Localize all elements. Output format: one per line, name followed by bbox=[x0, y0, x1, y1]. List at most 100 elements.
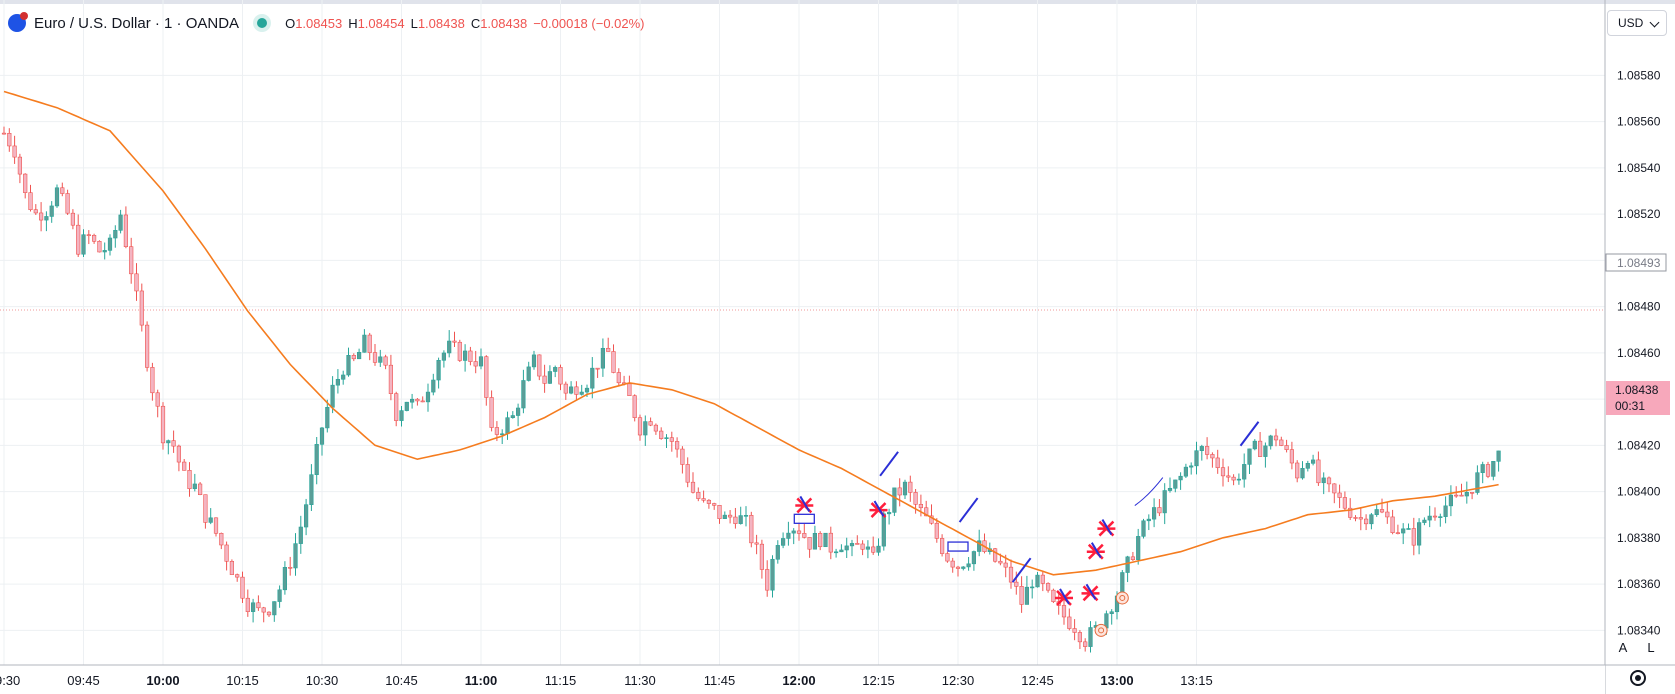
candle-body bbox=[1464, 492, 1469, 497]
candle-body bbox=[1157, 507, 1162, 514]
candle-body bbox=[107, 237, 113, 251]
log-scale-button[interactable]: L bbox=[1640, 636, 1662, 658]
candle-body bbox=[1194, 450, 1199, 467]
candle-body bbox=[1008, 566, 1014, 583]
candle-body bbox=[1258, 440, 1263, 457]
candle-body bbox=[160, 405, 166, 444]
candle-body bbox=[590, 367, 595, 389]
candle-body bbox=[977, 540, 982, 552]
candle-body bbox=[203, 494, 208, 523]
candle-body bbox=[60, 187, 65, 194]
candle-body bbox=[1247, 448, 1252, 465]
price-tick-label: 1.08400 bbox=[1617, 485, 1661, 499]
candle-body bbox=[49, 205, 54, 217]
candle-body bbox=[44, 216, 49, 221]
candle-body bbox=[1003, 562, 1008, 568]
time-tick-label: 09:30 bbox=[0, 673, 20, 688]
price-tick-label: 1.08520 bbox=[1617, 207, 1661, 221]
currency-label: USD bbox=[1618, 16, 1644, 30]
candle-body bbox=[28, 192, 33, 211]
candle-body bbox=[510, 415, 515, 418]
candle-body bbox=[1385, 511, 1390, 518]
candle-body bbox=[176, 445, 182, 463]
candle-body bbox=[812, 533, 817, 550]
curve-marker bbox=[1134, 477, 1164, 506]
candle-body bbox=[1189, 465, 1194, 468]
candles bbox=[1, 126, 1501, 653]
candle-body bbox=[261, 607, 266, 613]
countdown-text: 00:31 bbox=[1615, 399, 1645, 413]
candle-body bbox=[367, 334, 372, 353]
candle-body bbox=[1130, 556, 1135, 560]
candle-body bbox=[1019, 586, 1024, 605]
candle-body bbox=[971, 551, 976, 565]
candle-body bbox=[733, 516, 738, 524]
candle-body bbox=[420, 400, 425, 403]
candle-body bbox=[219, 532, 224, 546]
box-marker bbox=[793, 513, 815, 524]
auto-scale-button[interactable]: A bbox=[1612, 636, 1634, 658]
star-marker bbox=[1087, 543, 1104, 560]
candle-body bbox=[648, 421, 653, 426]
candle-body bbox=[372, 352, 378, 363]
time-tick-label: 11:00 bbox=[465, 673, 498, 688]
candle-body bbox=[23, 173, 28, 193]
candle-body bbox=[198, 483, 203, 495]
candle-body bbox=[7, 133, 12, 147]
candle-body bbox=[669, 437, 674, 442]
candle-body bbox=[807, 537, 812, 550]
symbol-title[interactable]: Euro / U.S. Dollar · 1 · OANDA bbox=[34, 14, 240, 32]
price-tick-label: 1.08380 bbox=[1617, 531, 1661, 545]
candle-body bbox=[70, 212, 75, 226]
currency-selector[interactable]: USD bbox=[1607, 10, 1667, 36]
candle-body bbox=[1024, 586, 1029, 605]
candle-body bbox=[129, 246, 134, 275]
candle-body bbox=[717, 505, 722, 519]
gear-icon[interactable] bbox=[1630, 670, 1646, 686]
candle-body bbox=[484, 356, 489, 398]
candle-body bbox=[1173, 479, 1178, 489]
candle-body bbox=[955, 566, 961, 569]
time-tick-label: 13:15 bbox=[1180, 673, 1213, 688]
time-axis-background bbox=[0, 665, 1605, 694]
coin-marker bbox=[1119, 594, 1126, 601]
candle-body bbox=[881, 513, 886, 547]
candle-body bbox=[447, 340, 452, 354]
candle-body bbox=[1448, 494, 1453, 507]
candle-body bbox=[1459, 494, 1464, 497]
star-marker bbox=[870, 502, 887, 518]
candle-body bbox=[1226, 475, 1231, 478]
star-marker bbox=[1085, 583, 1097, 600]
candle-body bbox=[849, 543, 855, 547]
candle-body bbox=[378, 356, 383, 363]
candle-body bbox=[356, 352, 362, 360]
candle-body bbox=[823, 532, 828, 548]
candle-body bbox=[855, 543, 860, 545]
candle-body bbox=[1321, 477, 1326, 484]
candle-body bbox=[786, 532, 791, 539]
ohlc-change: −0.00018 (−0.02%) bbox=[533, 15, 645, 31]
candle-body bbox=[187, 470, 192, 490]
star-marker bbox=[1090, 542, 1102, 559]
star-marker bbox=[1056, 590, 1072, 606]
candle-body bbox=[452, 340, 457, 343]
candle-body bbox=[1279, 439, 1284, 446]
candle-body bbox=[563, 383, 568, 394]
candle-body bbox=[1337, 492, 1342, 498]
time-axis[interactable]: 09:30 09:45 10:00 10:15 10:30 10:45 11:00 11:15… bbox=[0, 673, 1213, 688]
chart-legend: Euro / U.S. Dollar · 1 · OANDA O1.08453 … bbox=[8, 12, 651, 34]
candle-body bbox=[102, 250, 107, 253]
candle-body bbox=[918, 504, 923, 509]
candle-body bbox=[1401, 528, 1406, 534]
price-tick-label: 1.08460 bbox=[1617, 346, 1661, 360]
candle-body bbox=[1183, 466, 1188, 477]
candle-body bbox=[12, 145, 17, 158]
candle-body bbox=[489, 397, 494, 428]
ohlc-open: O1.08453 bbox=[285, 15, 343, 31]
candle-body bbox=[1332, 483, 1337, 494]
candle-body bbox=[961, 566, 966, 569]
candle-body bbox=[727, 514, 733, 518]
eur-usd-flag-icon bbox=[8, 12, 28, 32]
candle-body bbox=[113, 230, 118, 239]
